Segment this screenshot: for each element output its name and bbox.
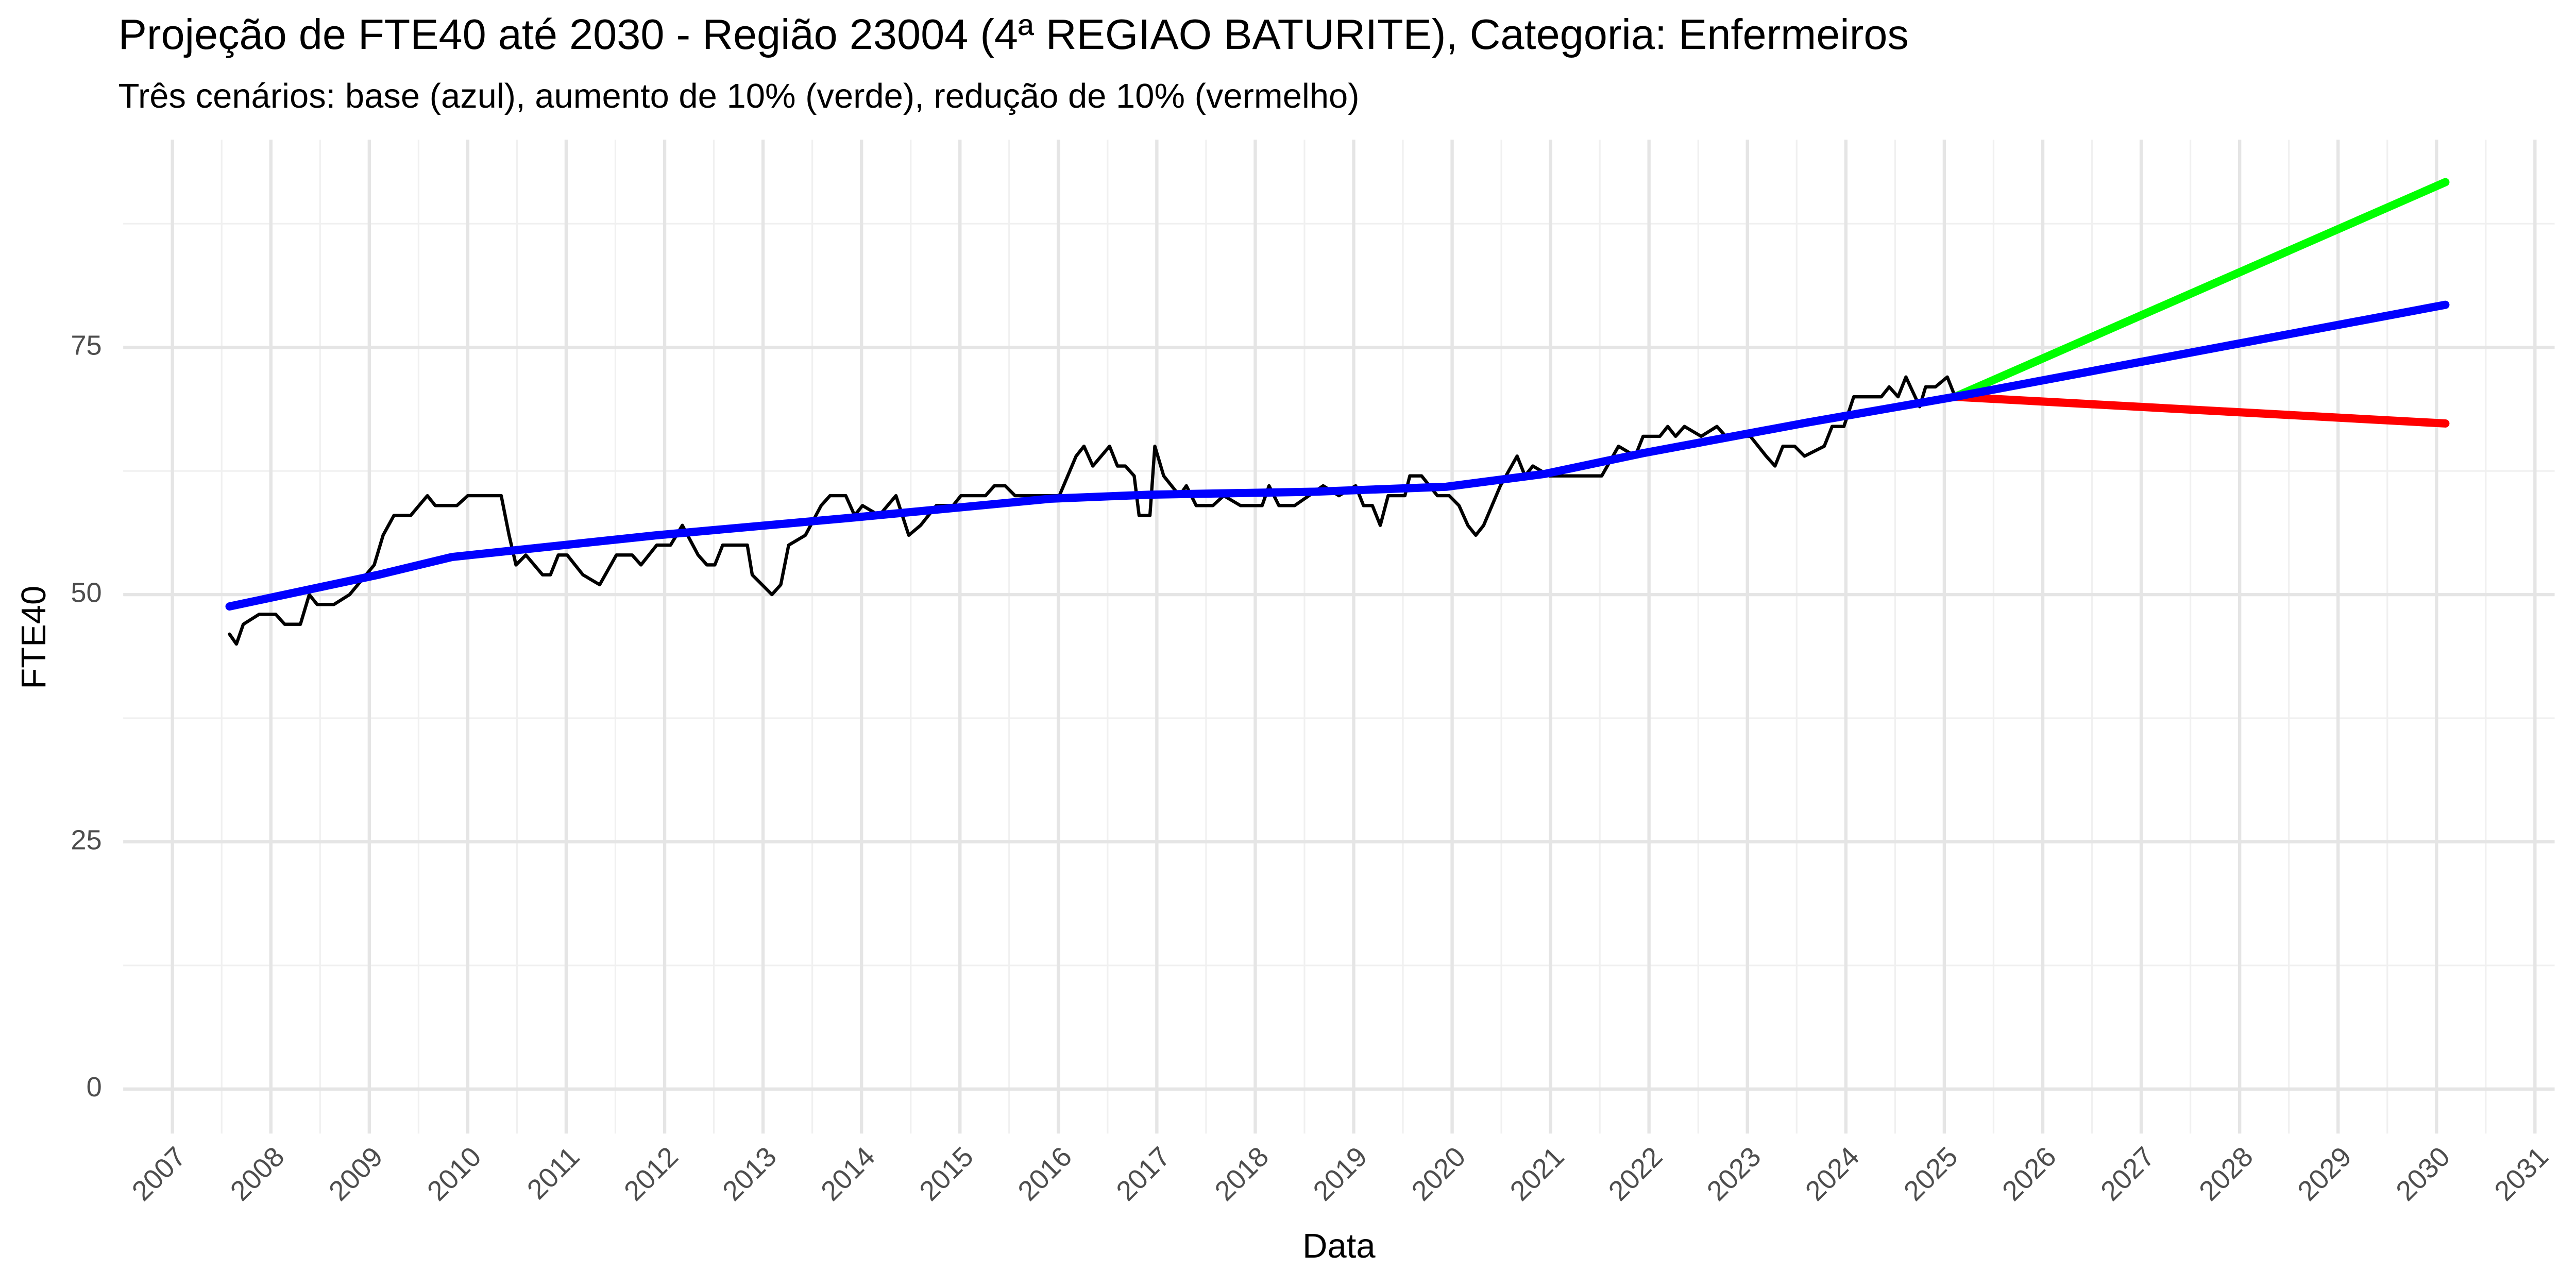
x-tick-label: 2019 (1308, 1141, 1374, 1207)
x-tick-label: 2007 (126, 1141, 192, 1207)
plot-area (225, 178, 2450, 646)
x-tick-label: 2028 (2193, 1141, 2259, 1207)
series-line (225, 300, 2450, 611)
x-tick-label: 2027 (2095, 1141, 2161, 1207)
x-tick-label: 2025 (1898, 1141, 1964, 1207)
x-tick-label: 2009 (323, 1141, 389, 1207)
series-line (228, 375, 1957, 646)
y-tick-label: 25 (71, 824, 101, 855)
x-tick-label: 2016 (1012, 1141, 1078, 1207)
y-tick-label: 50 (71, 577, 101, 608)
x-tick-label: 2029 (2292, 1141, 2358, 1207)
y-axis-label: FTE40 (14, 586, 53, 689)
x-tick-label: 2018 (1209, 1141, 1275, 1207)
x-tick-label: 2008 (225, 1141, 291, 1207)
x-axis-label: Data (1302, 1227, 1376, 1265)
x-tick-label: 2015 (913, 1141, 979, 1207)
series-line (1951, 178, 2450, 401)
x-tick-label: 2020 (1406, 1141, 1472, 1207)
x-tick-label: 2031 (2488, 1141, 2554, 1207)
x-tick-label: 2013 (717, 1141, 783, 1207)
x-tick-label: 2012 (618, 1141, 684, 1207)
y-tick-label: 0 (87, 1072, 102, 1103)
x-tick-label: 2022 (1603, 1141, 1669, 1207)
chart-subtitle: Três cenários: base (azul), aumento de 1… (118, 77, 1360, 115)
x-tick-label: 2030 (2390, 1141, 2456, 1207)
y-tick-label: 75 (71, 330, 101, 361)
chart-title: Projeção de FTE40 até 2030 - Região 2300… (118, 10, 1909, 58)
x-tick-label: 2010 (421, 1141, 487, 1207)
x-tick-label: 2017 (1110, 1141, 1176, 1207)
x-tick-label: 2014 (815, 1141, 881, 1207)
x-tick-label: 2023 (1701, 1141, 1767, 1207)
x-tick-label: 2011 (521, 1141, 586, 1206)
x-tick-label: 2021 (1504, 1141, 1570, 1207)
x-tick-label: 2026 (1996, 1141, 2062, 1207)
x-tick-label: 2024 (1800, 1141, 1866, 1207)
series-line (1951, 393, 2450, 428)
